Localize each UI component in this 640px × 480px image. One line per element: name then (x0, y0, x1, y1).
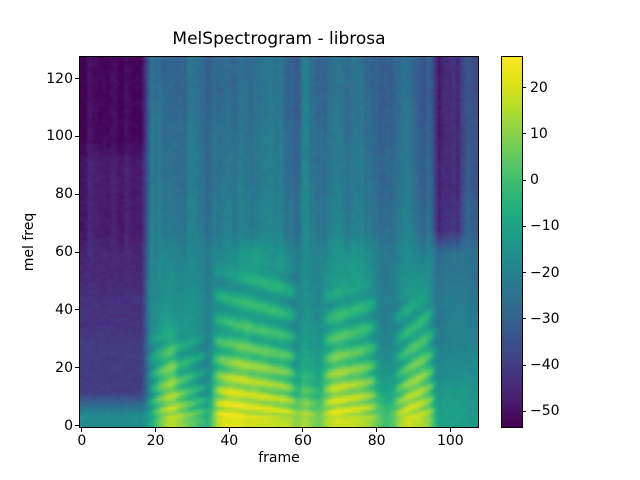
y-tick (75, 425, 79, 427)
x-tick-label: 0 (77, 433, 87, 449)
colorbar-tick (522, 225, 526, 227)
colorbar-tick-label: 0 (530, 172, 539, 189)
y-tick (75, 78, 79, 80)
y-tick (75, 135, 79, 137)
x-tick-label: 80 (367, 433, 386, 449)
y-tick (75, 367, 79, 369)
y-tick (75, 193, 79, 195)
y-tick (75, 251, 79, 253)
y-tick-label: 80 (55, 186, 73, 203)
y-tick-label: 120 (46, 70, 73, 87)
y-tick-label: 100 (46, 128, 73, 145)
x-tick-label: 20 (146, 433, 165, 449)
colorbar-tick (522, 272, 526, 274)
x-tick (449, 428, 451, 432)
colorbar-tick-label: −50 (530, 403, 560, 420)
x-tick-label: 40 (220, 433, 239, 449)
colorbar-tick-label: −20 (530, 264, 560, 281)
x-tick (81, 428, 83, 432)
colorbar-tick (522, 179, 526, 181)
x-axis-label: frame (258, 450, 300, 466)
y-tick (75, 309, 79, 311)
colorbar-tick (522, 133, 526, 135)
y-tick-label: 40 (55, 301, 73, 318)
colorbar-tick (522, 318, 526, 320)
colorbar-tick-label: −40 (530, 357, 560, 374)
colorbar-tick-label: 20 (530, 79, 548, 96)
spectrogram-heatmap (80, 57, 478, 427)
y-axis-label: mel freq (21, 212, 37, 272)
colorbar-tick-label: −30 (530, 310, 560, 327)
y-tick-label: 20 (55, 359, 73, 376)
x-tick-label: 100 (436, 433, 464, 449)
x-tick (155, 428, 157, 432)
colorbar-gradient (502, 57, 522, 427)
x-tick (228, 428, 230, 432)
x-tick-label: 60 (294, 433, 312, 449)
x-tick (376, 428, 378, 432)
plot-title: MelSpectrogram - librosa (172, 29, 386, 49)
plot-area (79, 56, 479, 428)
colorbar-tick (522, 410, 526, 412)
colorbar-tick (522, 87, 526, 89)
y-tick-label: 0 (64, 417, 73, 434)
x-tick (302, 428, 304, 432)
colorbar-tick-label: 10 (530, 125, 548, 142)
y-tick-label: 60 (55, 244, 73, 261)
colorbar (501, 56, 523, 428)
colorbar-tick-label: −10 (530, 218, 560, 235)
colorbar-tick (522, 364, 526, 366)
